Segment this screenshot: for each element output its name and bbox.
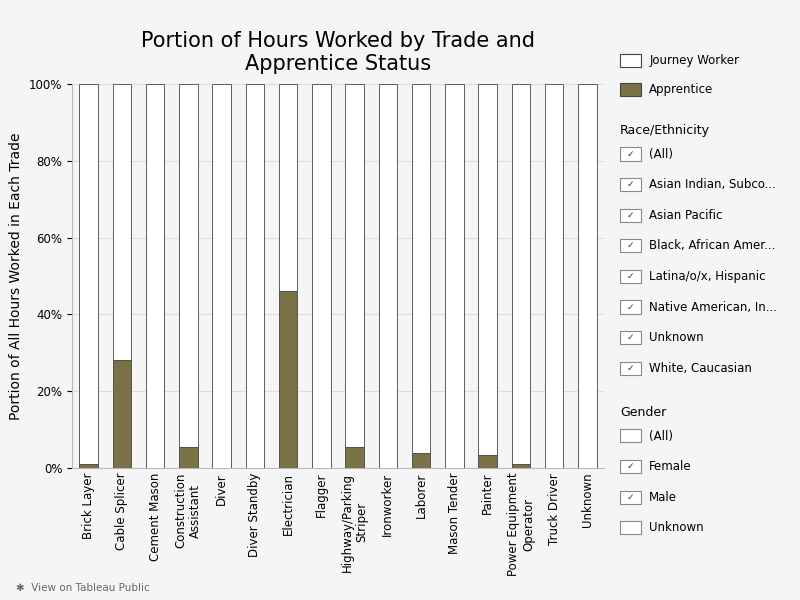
Bar xyxy=(312,84,330,468)
FancyBboxPatch shape xyxy=(620,209,641,222)
Text: Female: Female xyxy=(650,460,692,473)
Text: ✱  View on Tableau Public: ✱ View on Tableau Public xyxy=(16,583,150,593)
Text: ✓: ✓ xyxy=(626,272,634,281)
FancyBboxPatch shape xyxy=(620,362,641,375)
Bar xyxy=(512,84,530,464)
Text: White, Caucasian: White, Caucasian xyxy=(650,362,752,375)
FancyBboxPatch shape xyxy=(620,270,641,283)
Text: Unknown: Unknown xyxy=(650,521,704,535)
Bar xyxy=(412,452,430,468)
Text: Apprentice: Apprentice xyxy=(650,83,714,96)
Title: Portion of Hours Worked by Trade and
Apprentice Status: Portion of Hours Worked by Trade and App… xyxy=(141,31,535,74)
Text: ✓: ✓ xyxy=(626,333,634,342)
Text: Native American, In...: Native American, In... xyxy=(650,301,778,314)
FancyBboxPatch shape xyxy=(620,429,641,442)
Text: ✓: ✓ xyxy=(626,211,634,220)
Bar xyxy=(478,84,497,455)
FancyBboxPatch shape xyxy=(620,83,641,97)
Text: ✓: ✓ xyxy=(626,462,634,471)
Bar xyxy=(412,84,430,452)
Bar xyxy=(578,84,597,468)
FancyBboxPatch shape xyxy=(620,239,641,253)
Text: Race/Ethnicity: Race/Ethnicity xyxy=(620,124,710,137)
Text: Asian Pacific: Asian Pacific xyxy=(650,209,722,222)
FancyBboxPatch shape xyxy=(620,331,641,344)
Bar xyxy=(179,447,198,468)
FancyBboxPatch shape xyxy=(620,54,641,67)
Text: Male: Male xyxy=(650,491,678,504)
Bar xyxy=(246,84,264,468)
Text: (All): (All) xyxy=(650,148,674,161)
Bar xyxy=(446,84,463,468)
FancyBboxPatch shape xyxy=(620,178,641,191)
Bar xyxy=(213,84,230,468)
Text: Gender: Gender xyxy=(620,406,666,419)
Bar xyxy=(146,84,164,468)
Text: ✓: ✓ xyxy=(626,180,634,189)
Bar xyxy=(545,84,563,468)
Text: Asian Indian, Subco...: Asian Indian, Subco... xyxy=(650,178,776,191)
Y-axis label: Portion of All Hours Worked in Each Trade: Portion of All Hours Worked in Each Trad… xyxy=(10,132,23,420)
Bar xyxy=(378,84,397,468)
Text: ✓: ✓ xyxy=(626,493,634,502)
Bar xyxy=(113,84,131,361)
Text: (All): (All) xyxy=(650,430,674,443)
Bar xyxy=(279,84,298,292)
FancyBboxPatch shape xyxy=(620,301,641,314)
FancyBboxPatch shape xyxy=(620,148,641,161)
FancyBboxPatch shape xyxy=(620,491,641,504)
Bar xyxy=(279,292,298,468)
Bar xyxy=(179,84,198,447)
Bar xyxy=(113,361,131,468)
Bar xyxy=(79,464,98,468)
Text: ✓: ✓ xyxy=(626,364,634,373)
FancyBboxPatch shape xyxy=(620,460,641,473)
Text: Latina/o/x, Hispanic: Latina/o/x, Hispanic xyxy=(650,270,766,283)
Text: ✓: ✓ xyxy=(626,149,634,158)
Bar xyxy=(512,464,530,468)
Bar xyxy=(478,455,497,468)
Bar xyxy=(346,447,364,468)
Text: Unknown: Unknown xyxy=(650,331,704,344)
Bar xyxy=(79,84,98,464)
Text: Journey Worker: Journey Worker xyxy=(650,54,739,67)
Text: Black, African Amer...: Black, African Amer... xyxy=(650,239,776,253)
FancyBboxPatch shape xyxy=(620,521,641,535)
Bar xyxy=(346,84,364,447)
Text: ✓: ✓ xyxy=(626,302,634,311)
Text: ✓: ✓ xyxy=(626,241,634,250)
